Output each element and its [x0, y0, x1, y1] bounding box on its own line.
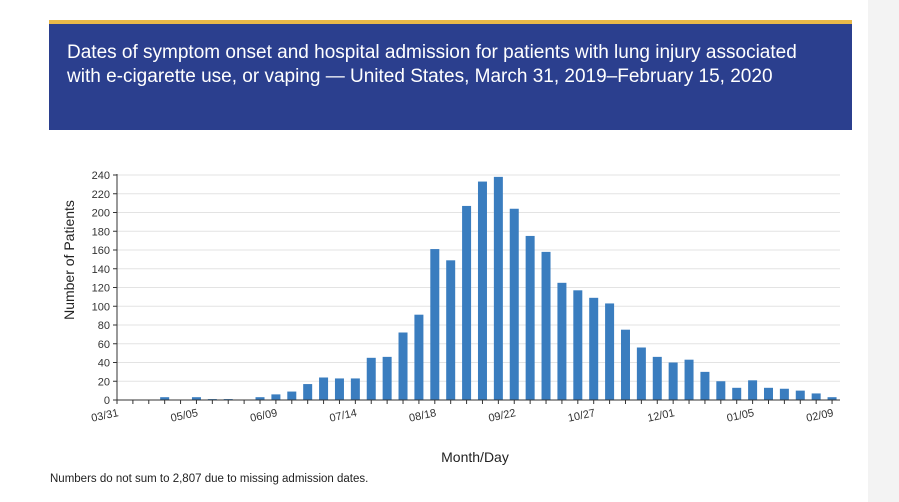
y-tick-label: 240: [92, 170, 110, 182]
bar-12-29: [732, 387, 742, 400]
bar-12-01: [668, 362, 678, 400]
bar-12-15: [700, 371, 710, 400]
x-tick-label: 10/27: [567, 407, 596, 424]
y-tick-label: 80: [98, 320, 110, 332]
bar-06-16: [287, 391, 297, 400]
bar-09-29: [525, 235, 535, 400]
bar-06-30: [319, 377, 329, 400]
bar-12-08: [684, 359, 694, 400]
x-tick-label: 06/09: [249, 407, 278, 424]
x-tick-label: 09/22: [487, 407, 516, 424]
bar-01-12: [763, 387, 773, 400]
bar-07-14: [350, 378, 360, 400]
bar-07-21: [366, 357, 376, 400]
bar-10-06: [541, 251, 551, 400]
x-axis: 03/31 05/05 06/09 07/14 08/18 09/22 10/27 12/01…: [90, 399, 840, 425]
bar-10-27: [589, 297, 599, 400]
bar-09-08: [477, 181, 487, 400]
bar-09-15: [493, 176, 503, 400]
y-tick-label: 40: [98, 358, 110, 370]
bars: [160, 176, 837, 400]
bar-10-13: [557, 282, 567, 400]
y-tick-label: 60: [98, 339, 110, 351]
x-tick-label: 08/18: [408, 407, 437, 424]
bar-09-22: [509, 208, 519, 400]
bar-11-17: [636, 347, 646, 400]
bar-11-10: [620, 329, 630, 400]
bar-11-03: [605, 303, 615, 400]
x-tick-label: 02/09: [805, 407, 834, 424]
bar-01-19: [779, 388, 789, 400]
bar-09-01: [462, 205, 472, 400]
bar-04-21: [160, 397, 170, 400]
x-tick-label: 05/05: [170, 407, 199, 424]
bar-07-28: [382, 356, 392, 400]
y-tick-label: 220: [92, 189, 110, 201]
y-tick-label: 180: [92, 226, 110, 238]
y-axis-label: Number of Patients: [61, 200, 77, 320]
bar-01-05: [748, 380, 758, 400]
x-axis-label: Month/Day: [441, 449, 509, 465]
y-tick-label: 120: [92, 283, 110, 295]
bar-08-04: [398, 332, 408, 400]
page-gutter: [868, 0, 899, 502]
x-tick-label: 01/05: [726, 407, 755, 424]
y-tick-label: 0: [104, 395, 110, 407]
chart-title: Dates of symptom onset and hospital admi…: [67, 42, 797, 87]
bar-11-24: [652, 356, 662, 400]
y-tick-label: 20: [98, 376, 110, 388]
bar-06-09: [271, 394, 281, 400]
footnote: Numbers do not sum to 2,807 due to missi…: [50, 473, 369, 485]
bar-06-02: [255, 397, 265, 400]
bar-08-18: [430, 249, 440, 400]
bar-02-09: [827, 397, 837, 400]
bar-08-25: [446, 260, 456, 400]
y-tick-label: 140: [92, 264, 110, 276]
y-axis: 0 20 40 60 80 100 120 140 160 180 200 220 240: [92, 170, 118, 407]
x-tick-label: 12/01: [646, 407, 675, 424]
y-tick-label: 200: [92, 208, 110, 220]
y-tick-label: 160: [92, 245, 110, 257]
bar-12-22: [716, 381, 726, 400]
bar-10-20: [573, 290, 583, 400]
chart-header: Dates of symptom onset and hospital admi…: [49, 20, 852, 130]
x-tick-label: 03/31: [90, 407, 119, 424]
bar-02-02: [811, 393, 821, 400]
y-tick-label: 100: [92, 301, 110, 313]
x-tick-label: 07/14: [329, 407, 358, 424]
bar-05-05: [191, 397, 201, 400]
bar-01-26: [795, 390, 805, 400]
bar-06-23: [303, 384, 313, 400]
bar-07-07: [334, 378, 344, 400]
bar-08-11: [414, 314, 424, 400]
